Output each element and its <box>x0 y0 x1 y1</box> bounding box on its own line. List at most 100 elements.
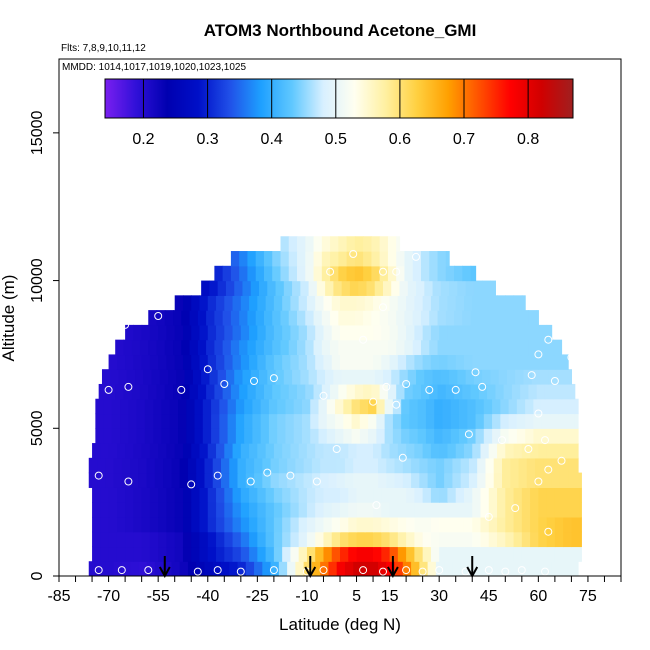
heatmap-cell <box>283 280 293 296</box>
heatmap-cell <box>364 354 374 370</box>
observation-point <box>544 465 553 474</box>
heatmap-cell <box>240 295 250 311</box>
heatmap-cell <box>161 428 171 444</box>
heatmap-cell <box>216 354 225 370</box>
heatmap-cell <box>497 443 506 459</box>
heatmap-cell <box>211 428 220 444</box>
heatmap-cell <box>206 310 215 326</box>
heatmap-cell <box>318 428 328 444</box>
heatmap-cell <box>414 546 424 562</box>
observation-point <box>236 567 245 576</box>
heatmap-cell <box>240 354 250 370</box>
heatmap-cell <box>125 487 134 503</box>
heatmap-cell <box>316 369 326 385</box>
observation-point <box>464 430 473 439</box>
heatmap-cell <box>154 457 164 474</box>
heatmap-cell <box>311 457 321 474</box>
heatmap-cell <box>429 265 439 282</box>
heatmap-cell <box>475 428 485 444</box>
heatmap-cell <box>472 487 482 503</box>
heatmap-cell <box>211 413 220 429</box>
heatmap-cell <box>278 457 288 474</box>
heatmap-cell <box>338 310 348 326</box>
heatmap-cell <box>427 457 437 474</box>
heatmap-cell <box>282 502 292 518</box>
heatmap-cell <box>100 487 110 503</box>
heatmap-cell <box>330 310 339 326</box>
heatmap-cell <box>422 531 432 548</box>
heatmap-cell <box>500 413 510 429</box>
observation-point <box>524 445 533 453</box>
heatmap-cell <box>434 398 444 415</box>
heatmap-cell <box>538 502 548 518</box>
heatmap-cell <box>293 428 303 444</box>
heatmap-cell <box>371 265 381 282</box>
heatmap-cell <box>554 487 564 503</box>
x-tick-label: 5 <box>352 588 361 605</box>
heatmap-cell <box>483 413 493 429</box>
heatmap-cell <box>181 339 191 356</box>
heatmap-cell <box>513 295 523 311</box>
heatmap-cell <box>488 487 498 503</box>
heatmap-cell <box>191 354 201 370</box>
heatmap-cell <box>287 472 296 488</box>
heatmap-cell <box>141 324 151 341</box>
heatmap-cell <box>192 369 202 385</box>
heatmap-cell <box>454 310 463 326</box>
heatmap-cell <box>521 324 531 341</box>
heatmap-cell <box>273 295 283 311</box>
heatmap-cell <box>521 487 531 503</box>
heatmap-cell <box>321 383 331 400</box>
heatmap-cell <box>280 310 290 326</box>
heatmap-cell <box>158 487 168 503</box>
heatmap-cell <box>273 546 283 562</box>
heatmap-cell <box>113 472 123 488</box>
heatmap-cell <box>280 339 290 356</box>
heatmap-cell <box>497 487 506 503</box>
heatmap-cell <box>260 428 270 444</box>
heatmap-cell <box>389 516 399 533</box>
heatmap-cell <box>229 457 239 474</box>
heatmap-cell <box>361 457 371 474</box>
heatmap-cell <box>480 354 490 370</box>
heatmap-cell <box>323 516 333 533</box>
heatmap-cell <box>497 295 506 311</box>
heatmap-cell <box>373 295 382 311</box>
heatmap-cell <box>348 516 358 533</box>
heatmap-cell <box>412 339 422 356</box>
heatmap-cell <box>323 443 333 459</box>
heatmap-cell <box>409 413 419 429</box>
heatmap-cell <box>216 516 225 533</box>
heatmap-cell <box>139 339 149 356</box>
heatmap-cell <box>242 369 252 385</box>
heatmap-cell <box>121 472 131 488</box>
heatmap-cell <box>518 472 528 488</box>
heatmap-cell <box>313 251 323 267</box>
heatmap-cell <box>191 324 201 341</box>
heatmap-cell <box>273 443 283 459</box>
heatmap-cell <box>230 310 240 326</box>
heatmap-cell <box>435 457 445 474</box>
heatmap-cell <box>232 354 242 370</box>
heatmap-cell <box>216 487 225 503</box>
heatmap-cell <box>430 354 440 370</box>
heatmap-cell <box>230 251 240 267</box>
heatmap-cell <box>265 546 275 562</box>
heatmap-cell <box>331 516 341 533</box>
heatmap-cell <box>563 531 573 548</box>
heatmap-cell <box>189 383 199 400</box>
heatmap-cell <box>354 339 364 356</box>
heatmap-cell <box>186 428 196 444</box>
heatmap-cell <box>439 295 449 311</box>
heatmap-cell <box>285 398 295 415</box>
heatmap-cell <box>571 546 581 562</box>
heatmap-cell <box>149 516 159 533</box>
observation-point <box>349 250 358 258</box>
heatmap-cell <box>273 502 283 518</box>
heatmap-cell <box>366 369 376 385</box>
heatmap-cell <box>187 457 197 474</box>
heatmap-cell <box>273 354 283 370</box>
heatmap-cell <box>191 502 201 518</box>
colorbar: 0.2 0.3 0.4 0.5 0.6 0.7 0.8 <box>104 78 574 148</box>
heatmap-cell <box>318 398 328 415</box>
